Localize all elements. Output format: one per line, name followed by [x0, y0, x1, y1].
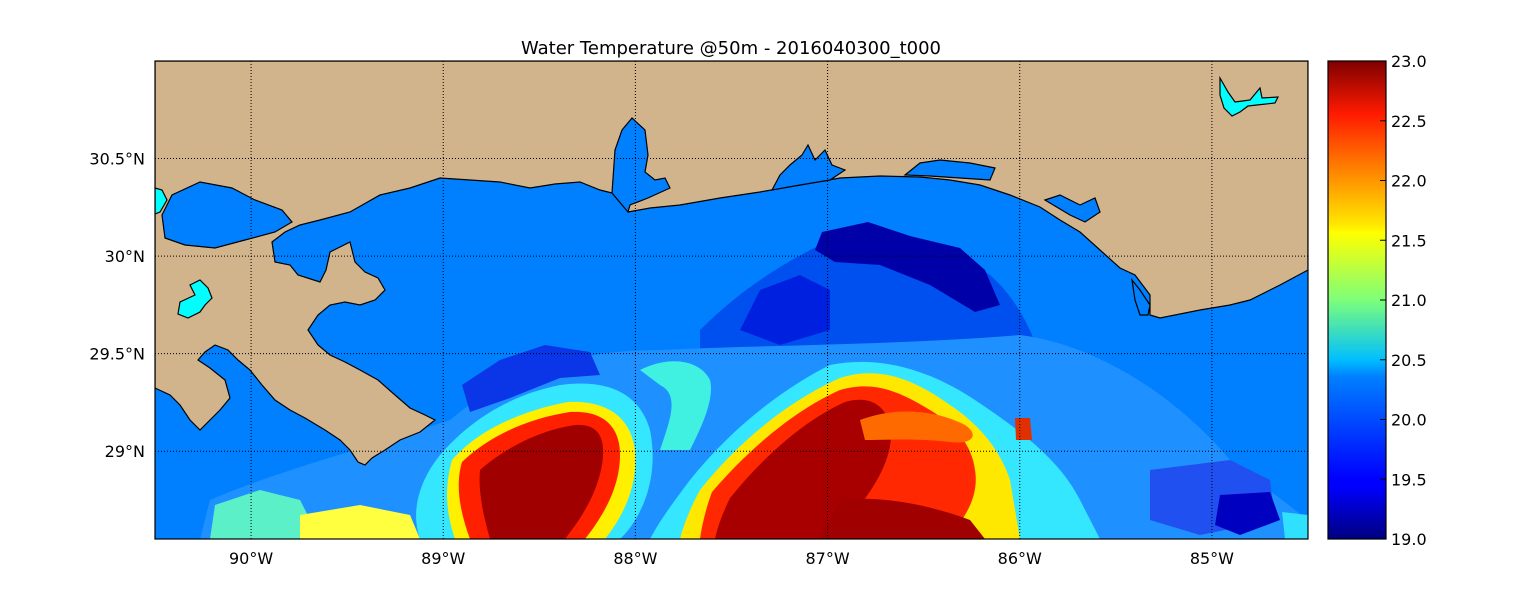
colorbar-tick-label: 19.5 — [1391, 470, 1427, 489]
land — [155, 61, 1308, 466]
longitude-tick-label: 90°W — [229, 549, 273, 568]
map-area — [155, 61, 1308, 539]
colorbar-tick-label: 23.0 — [1391, 52, 1427, 71]
lake-west — [155, 187, 168, 215]
longitude-tick-label: 88°W — [613, 549, 657, 568]
hot-patch-south — [820, 498, 985, 539]
longitude-tick-label: 87°W — [805, 549, 849, 568]
colorbar-tick-label: 19.0 — [1391, 530, 1427, 549]
lake-northeast — [1219, 75, 1280, 117]
colorbar-tick-label: 20.5 — [1391, 351, 1427, 370]
colorbar-tick-label: 22.5 — [1391, 112, 1427, 131]
colorbar-tick-label: 22.0 — [1391, 172, 1427, 191]
longitude-tick-labels: 90°W 89°W 88°W 87°W 86°W 85°W — [229, 549, 1234, 568]
map-gridlines — [155, 61, 1308, 539]
blue-eddy-west — [462, 345, 600, 412]
cyan-patch-southeast — [1282, 512, 1308, 539]
colorbar-tick-label: 21.0 — [1391, 291, 1427, 310]
cyan-patch-southwest — [210, 490, 320, 539]
choctawhatchee-bay — [903, 159, 996, 181]
longitude-tick-label: 86°W — [998, 549, 1042, 568]
cold-water-tongue — [740, 275, 830, 345]
st-andrew-bay — [1043, 194, 1101, 223]
longitude-tick-label: 85°W — [1190, 549, 1234, 568]
longitude-tick-label: 89°W — [421, 549, 465, 568]
cold-water-core — [815, 222, 1000, 312]
lake-pontchartrain — [161, 181, 293, 249]
chart-title: Water Temperature @50m - 2016040300_t000 — [521, 38, 941, 59]
colorbar-ticks: 19.0 19.5 20.0 20.5 21.0 21.5 22.0 22.5 23.0 — [1380, 52, 1427, 549]
temperature-field — [200, 222, 1308, 539]
cyan-filament-mid — [640, 361, 711, 450]
latitude-tick-label: 30.5°N — [89, 150, 145, 169]
yellow-patch-southwest — [300, 505, 420, 539]
map-frame — [154, 60, 1309, 540]
latitude-tick-label: 30°N — [105, 247, 145, 266]
latitude-tick-labels: 30.5°N 30°N 29.5°N 29°N — [89, 150, 145, 462]
latitude-tick-label: 29°N — [105, 442, 145, 461]
warm-spot-east — [1015, 418, 1032, 440]
mobile-bay — [611, 117, 671, 214]
hot-core-west — [479, 424, 604, 539]
lake-southwest — [177, 279, 213, 319]
warm-tongue-east — [860, 411, 973, 443]
st-joseph-bay — [1131, 277, 1151, 316]
colorbar-gradient — [1327, 60, 1387, 540]
colorbar: 19.0 19.5 20.0 20.5 21.0 21.5 22.0 22.5 23.0 — [1327, 52, 1427, 549]
colorbar-tick-label: 20.0 — [1391, 411, 1427, 430]
colorbar-tick-label: 21.5 — [1391, 231, 1427, 250]
latitude-tick-label: 29.5°N — [89, 345, 145, 364]
pensacola-bay — [770, 143, 847, 191]
navy-patch-southeast — [1215, 492, 1280, 535]
